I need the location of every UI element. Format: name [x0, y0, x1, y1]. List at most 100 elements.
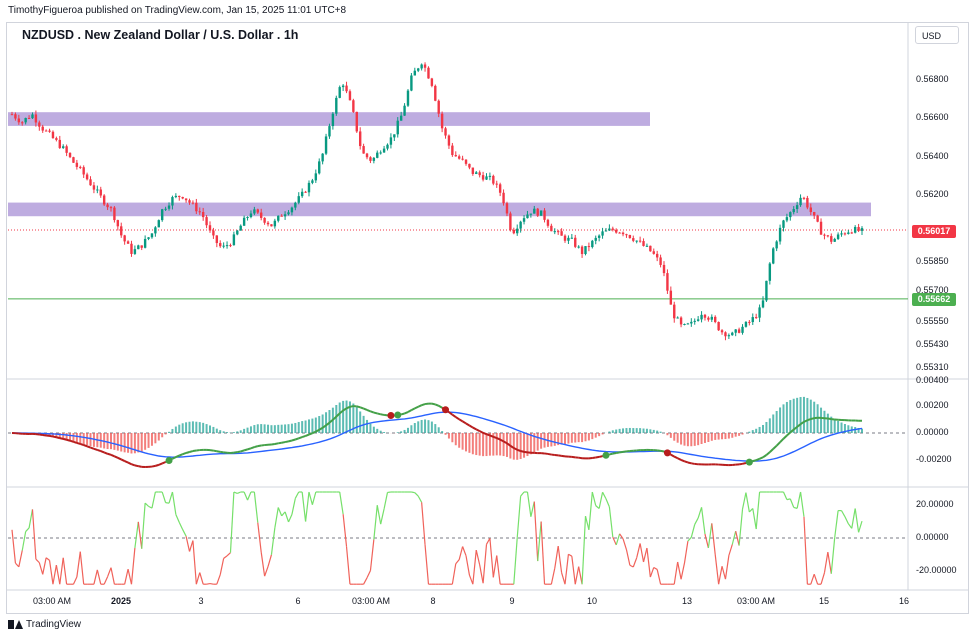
candle-body	[355, 111, 358, 132]
candle-body	[140, 245, 143, 248]
candle-body	[38, 122, 41, 127]
macd-line-segment	[359, 406, 364, 410]
candle-body	[608, 228, 611, 231]
oscillator-segment	[537, 521, 542, 562]
candle-body	[290, 207, 294, 213]
price-tick-label: 0.55310	[916, 362, 949, 372]
oscillator-segment	[369, 539, 375, 571]
macd-line-segment	[185, 451, 190, 454]
candle-body	[512, 229, 516, 234]
oscillator-segment	[168, 491, 174, 504]
macd-line-segment	[520, 450, 525, 453]
candle-body	[137, 245, 140, 250]
macd-line-segment	[76, 441, 81, 445]
candle-body	[625, 234, 628, 236]
candle-body	[444, 128, 447, 136]
oscillator-segment	[520, 491, 525, 497]
candle-body	[587, 246, 591, 248]
oscillator-segment	[687, 536, 692, 542]
macd-line-segment	[434, 403, 440, 407]
macd-line-segment	[503, 440, 508, 445]
oscillator-segment	[840, 510, 846, 517]
candle-body	[550, 225, 553, 232]
oscillator-segment	[237, 491, 241, 495]
candle-body	[522, 218, 526, 222]
candle-body	[860, 228, 864, 231]
oscillator-segment	[14, 562, 20, 568]
candle-body	[686, 323, 690, 325]
oscillator-segment	[45, 557, 50, 561]
oscillator-segment	[561, 572, 566, 585]
candle-body	[410, 75, 413, 91]
oscillator-segment	[246, 491, 252, 501]
candle-body	[717, 322, 720, 331]
oscillator-segment	[629, 564, 634, 568]
candle-body	[406, 90, 410, 106]
oscillator-segment	[741, 492, 747, 510]
chart-title: NZDUSD . New Zealand Dollar / U.S. Dolla…	[22, 28, 299, 42]
macd-line-segment	[192, 449, 197, 453]
macd-line-segment	[595, 455, 600, 459]
macd-line-segment	[475, 428, 481, 432]
oscillator-segment	[107, 567, 112, 577]
macd-line-segment	[237, 450, 241, 454]
candle-body	[10, 114, 14, 116]
candle-body	[464, 159, 468, 164]
oscillator-segment	[199, 572, 204, 585]
candle-body	[297, 196, 300, 203]
candle-body	[273, 220, 277, 227]
oscillator-segment	[625, 549, 631, 566]
oscillator-segment	[264, 566, 269, 577]
oscillator-segment	[417, 495, 423, 503]
chart-frame	[6, 22, 969, 614]
oscillator-segment	[799, 491, 805, 517]
candle-body	[847, 232, 850, 234]
candle-body	[215, 235, 219, 244]
candle-body	[727, 335, 731, 337]
candle-body	[584, 246, 587, 255]
candle-body	[758, 307, 761, 318]
candle-body	[635, 240, 638, 242]
candle-body	[113, 207, 116, 221]
candle-body	[345, 85, 348, 92]
oscillator-segment	[110, 567, 115, 585]
macd-tick-label: 0.00000	[916, 427, 949, 437]
candle-body	[430, 78, 434, 86]
macd-line-segment	[786, 431, 791, 437]
macd-line-segment	[468, 424, 474, 429]
macd-line-segment	[370, 410, 375, 414]
oscillator-segment	[711, 523, 716, 555]
candle-body	[396, 120, 399, 135]
candle-body	[553, 231, 556, 233]
candle-body	[703, 314, 707, 318]
oscillator-segment	[492, 555, 498, 578]
currency-button[interactable]: USD	[915, 26, 959, 44]
candle-body	[628, 235, 632, 239]
oscillator-segment	[581, 516, 587, 585]
candle-body	[287, 212, 290, 215]
candle-body	[533, 208, 536, 214]
oscillator-segment	[591, 491, 597, 506]
macd-tick-label: -0.00200	[916, 454, 952, 464]
candle-body	[99, 189, 102, 196]
macd-line-segment	[138, 465, 142, 468]
oscillator-segment	[35, 558, 40, 564]
macd-line-segment	[346, 405, 351, 410]
candle-body	[225, 245, 229, 247]
candle-body	[437, 100, 440, 114]
oscillator-segment	[485, 538, 491, 545]
oscillator-segment	[21, 531, 27, 551]
oscillator-segment	[195, 572, 201, 585]
candle-body	[263, 217, 266, 223]
macd-cross-marker	[745, 458, 753, 466]
macd-line-segment	[62, 437, 67, 441]
candle-body	[338, 87, 341, 98]
macd-line-segment	[670, 453, 675, 458]
candle-body	[850, 232, 853, 234]
macd-line-segment	[578, 456, 583, 460]
macd-line-segment	[421, 403, 426, 407]
macd-line-segment	[400, 412, 405, 416]
oscillator-segment	[134, 521, 139, 548]
candle-body	[417, 68, 420, 71]
oscillator-segment	[475, 549, 481, 566]
